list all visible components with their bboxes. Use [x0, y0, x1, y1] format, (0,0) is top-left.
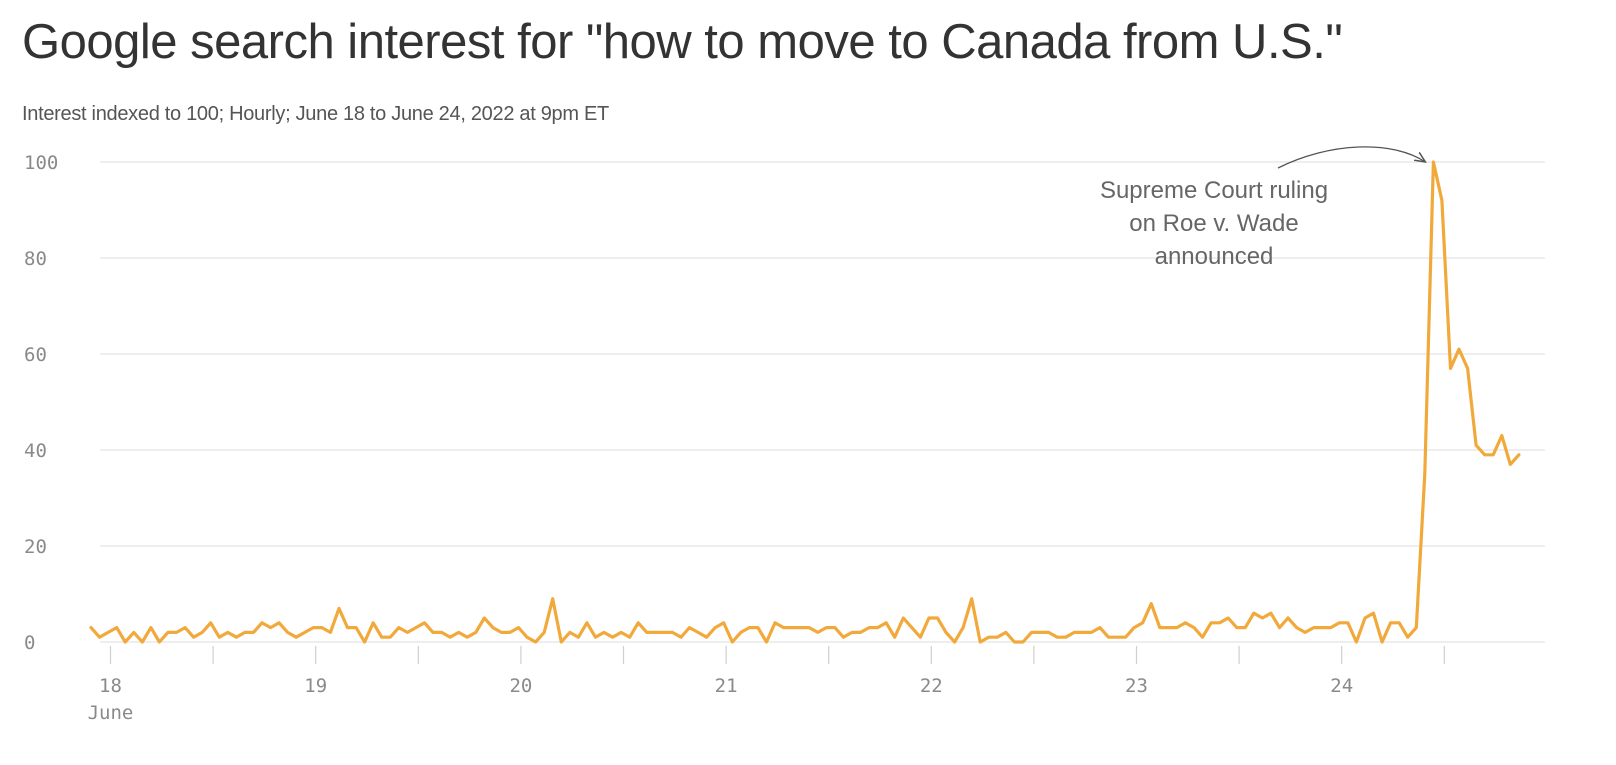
y-tick-label: 60 — [24, 344, 47, 366]
annotation-arrow — [1277, 146, 1425, 169]
annotation: Supreme Court ruling on Roe v. Wade announ… — [1100, 146, 1425, 270]
y-tick-label: 100 — [24, 152, 58, 174]
series-line-0 — [89, 160, 1521, 644]
annotation-line: Supreme Court ruling — [1100, 177, 1328, 204]
gridlines — [100, 161, 1545, 643]
x-tick-label: 20 — [509, 675, 532, 697]
x-tick-label: 21 — [715, 675, 738, 697]
y-tick-label: 40 — [24, 440, 47, 462]
chart-subtitle: Interest indexed to 100; Hourly; June 18… — [22, 103, 609, 125]
x-tick-sublabel: June — [88, 702, 134, 724]
x-tick-label: 22 — [920, 675, 943, 697]
x-tick-label: 18 — [99, 675, 122, 697]
y-tick-label: 0 — [24, 632, 35, 654]
x-tick-label: 23 — [1125, 675, 1148, 697]
annotation-line: announced — [1155, 243, 1274, 270]
y-tick-label: 20 — [24, 536, 47, 558]
y-axis: 0 20 40 60 80 100 — [24, 152, 58, 654]
series-layer — [89, 160, 1521, 644]
annotation-line: on Roe v. Wade — [1129, 210, 1298, 237]
x-tick-label: 24 — [1330, 675, 1353, 697]
y-tick-label: 80 — [24, 248, 47, 270]
x-tick-label: 19 — [304, 675, 327, 697]
chart-title: Google search interest for "how to move … — [22, 15, 1343, 69]
x-axis: 18 June 19 20 21 22 23 24 — [88, 646, 1445, 724]
